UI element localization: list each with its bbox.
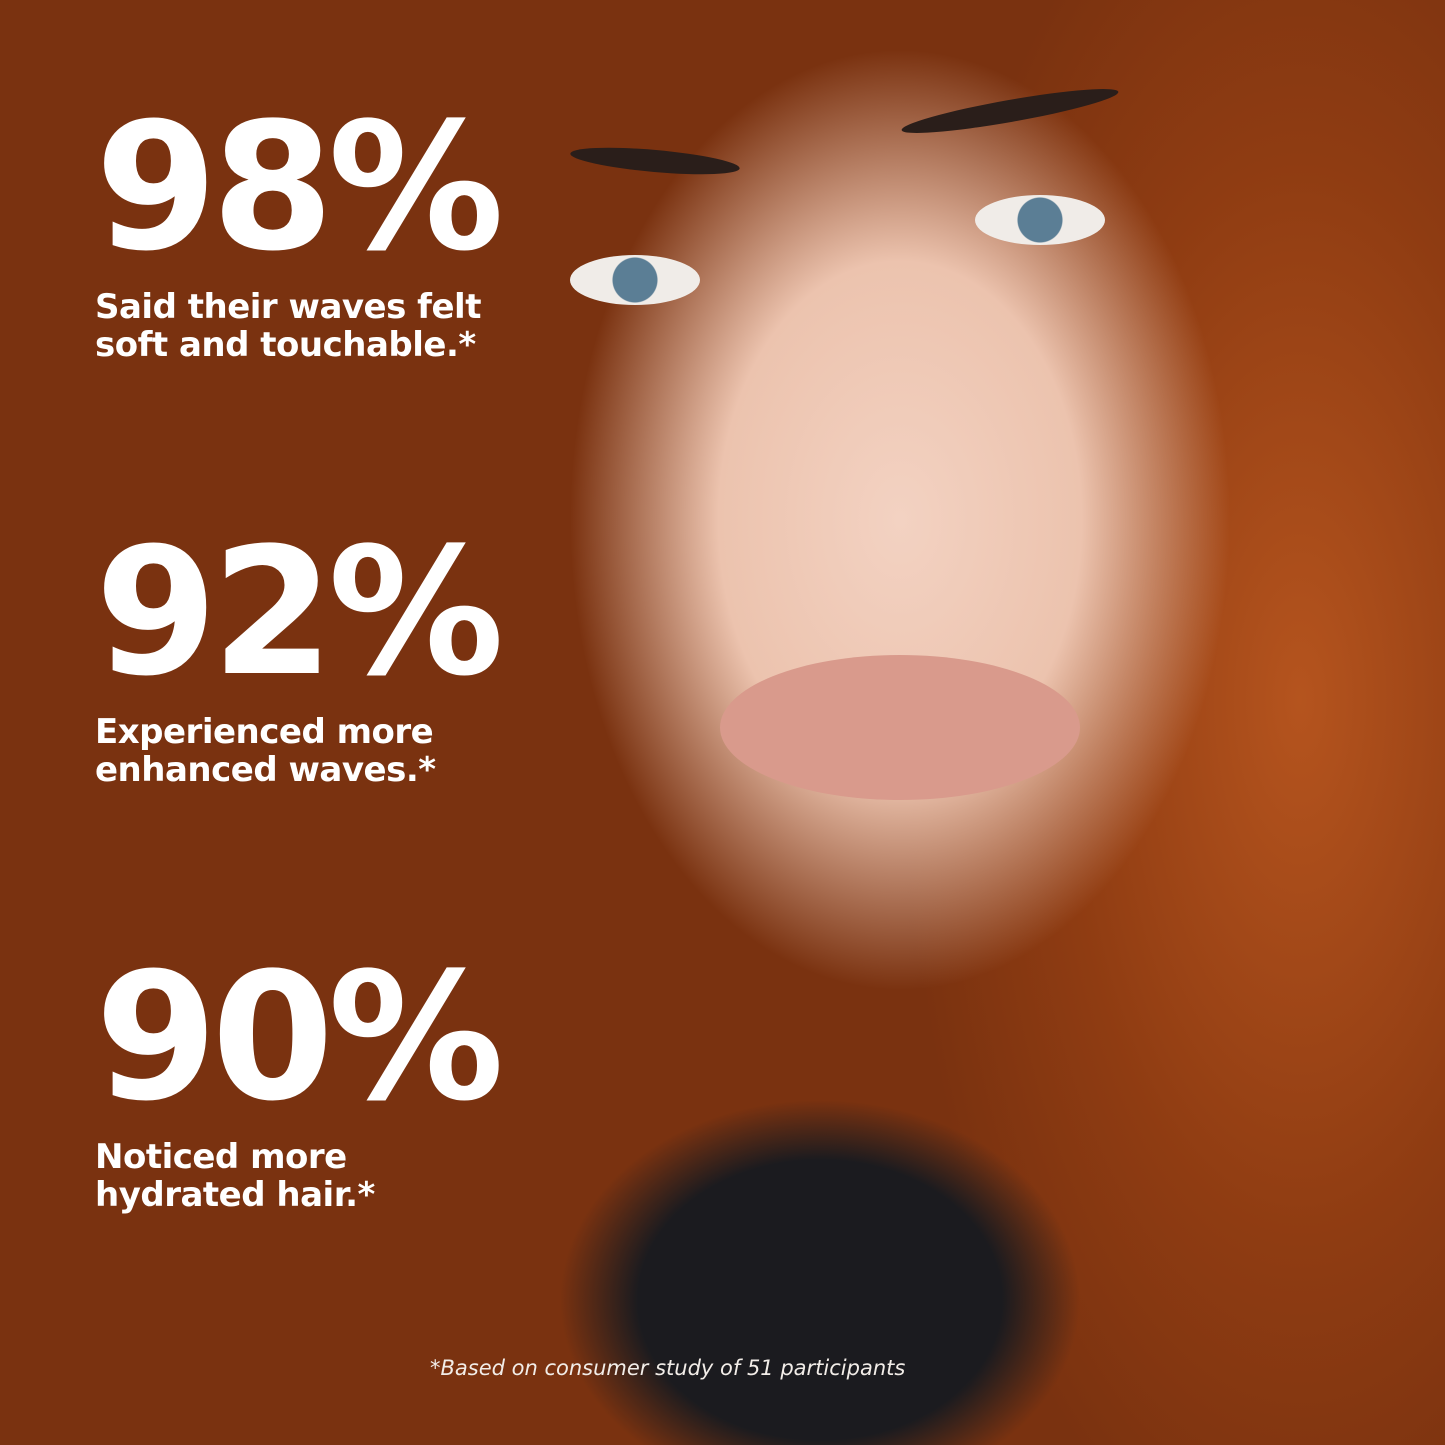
stat-description: Said their waves felt soft and touchable… [95,288,498,364]
eyebrow-left [569,142,741,180]
lips [720,655,1080,800]
eyebrow-right [899,81,1121,141]
stat-value: 90% [95,935,504,1140]
stat-3: 90% Noticed more hydrated hair.* [95,935,504,1215]
stat-1: 98% Said their waves felt soft and touch… [95,85,504,365]
stat-description: Noticed more hydrated hair.* [95,1138,498,1214]
stat-description-line: Said their waves felt [95,287,481,327]
stat-description-line: enhanced waves.* [95,750,436,790]
stat-description-line: Noticed more [95,1137,347,1177]
stat-description-line: soft and touchable.* [95,325,476,365]
stat-value: 98% [95,85,504,290]
stat-description: Experienced more enhanced waves.* [95,713,498,789]
eye-right [975,195,1105,245]
stat-2: 92% Experienced more enhanced waves.* [95,510,504,790]
stat-description-line: hydrated hair.* [95,1175,375,1215]
stat-value: 92% [95,510,504,715]
eye-left [570,255,700,305]
footnote: *Based on consumer study of 51 participa… [430,1356,906,1380]
stat-description-line: Experienced more [95,712,434,752]
